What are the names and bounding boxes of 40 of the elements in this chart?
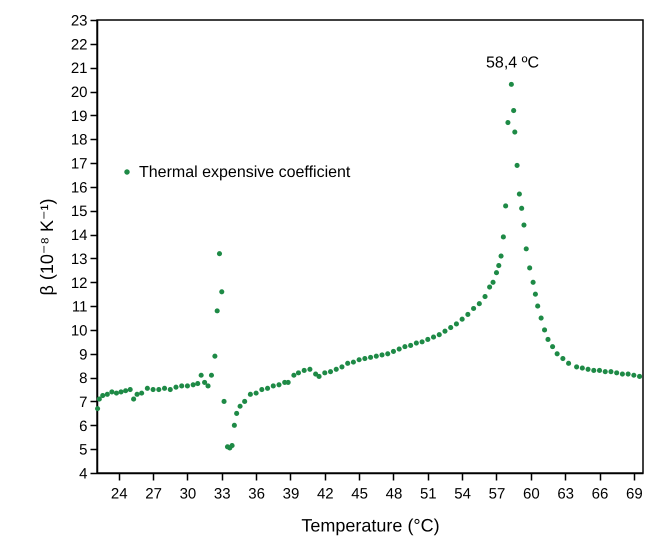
legend-label: Thermal expensive coefficient [139, 164, 351, 181]
y-tick-label: 17 [70, 156, 88, 173]
y-tick-label: 11 [72, 298, 88, 316]
x-tick-label: 57 [488, 486, 506, 502]
y-tick-label: 21 [70, 60, 88, 78]
y-tick-label: 7 [79, 394, 88, 411]
x-tick-label: 54 [454, 486, 471, 502]
y-tick-label: 16 [70, 179, 88, 196]
x-tick-label: 33 [214, 486, 231, 502]
y-tick-label: 18 [70, 132, 88, 149]
y-tick-label: 22 [70, 36, 88, 54]
y-tick-label: 23 [70, 12, 88, 30]
y-tick-label: 10 [70, 322, 88, 340]
x-tick-label: 51 [420, 486, 437, 502]
x-tick-label: 30 [180, 486, 196, 502]
x-tick-label: 45 [351, 486, 368, 502]
x-tick-label: 60 [522, 486, 540, 502]
x-tick-label: 39 [282, 486, 300, 502]
y-tick-label: 20 [70, 84, 88, 102]
y-tick-label: 6 [79, 418, 88, 435]
annotation: 58,4 ºC [486, 54, 539, 72]
y-tick-label: 15 [70, 203, 88, 220]
y-tick-label: 14 [70, 227, 88, 244]
x-tick-label: 24 [110, 486, 128, 502]
x-tick-label: 69 [626, 486, 643, 502]
x-tick-label: 27 [145, 486, 162, 502]
x-tick-label: 36 [248, 486, 265, 502]
y-tick-label: 9 [79, 346, 88, 364]
y-tick-label: 8 [79, 370, 88, 388]
y-tick-label: 5 [79, 442, 88, 459]
x-tick-label: 63 [557, 486, 574, 502]
y-tick-label: 13 [70, 250, 88, 268]
y-tick-label: 12 [70, 274, 88, 292]
x-tick-label: 48 [386, 486, 402, 502]
y-axis-title: β (10⁻⁸ K⁻¹) [36, 198, 57, 296]
x-tick-label: 66 [592, 486, 608, 502]
y-tick-label: 19 [70, 108, 88, 125]
x-tick-label: 42 [316, 486, 334, 502]
y-tick-label: 4 [79, 466, 88, 482]
x-axis-title: Temperature (°C) [301, 516, 440, 536]
